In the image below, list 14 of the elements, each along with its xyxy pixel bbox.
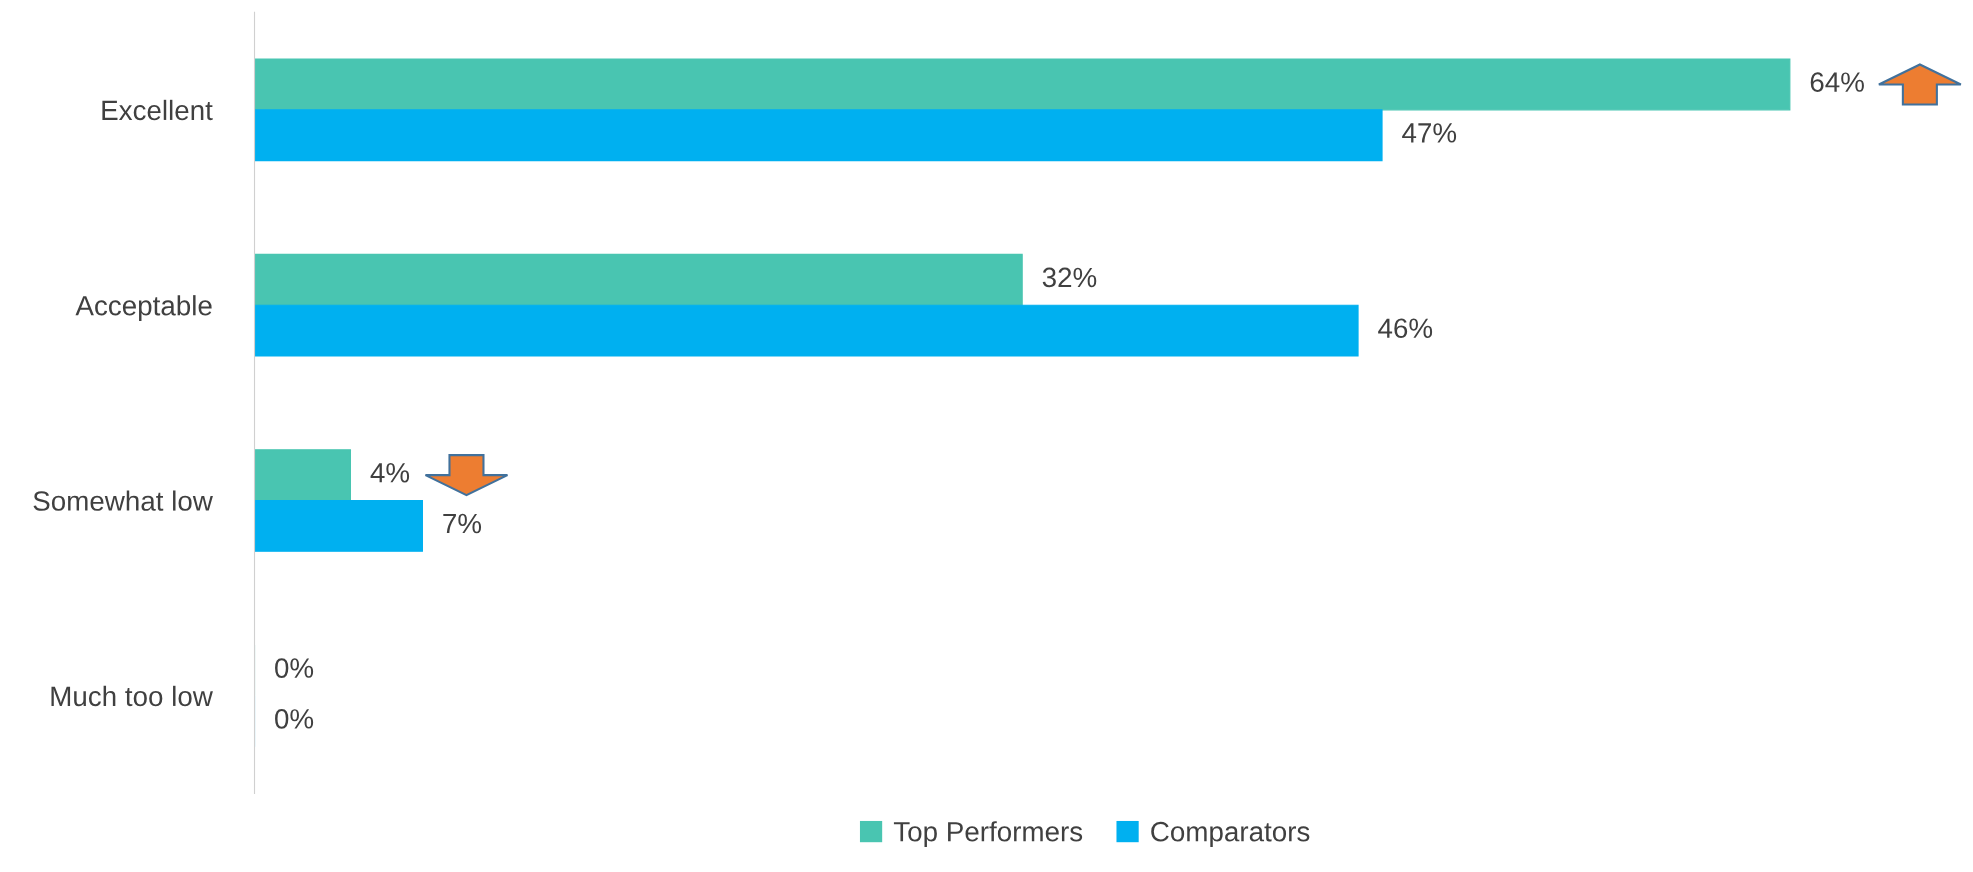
- legend-label: Comparators: [1151, 821, 1310, 847]
- y-tick-label: Excellent: [102, 99, 213, 121]
- data-label: 7%: [443, 513, 482, 534]
- data-label: 0%: [275, 658, 314, 678]
- y-tick-label: Acceptable: [75, 295, 212, 322]
- data-label: 46%: [1378, 318, 1433, 339]
- data-label: 47%: [1402, 123, 1457, 143]
- legend-label: Top Performers: [893, 821, 1083, 847]
- y-tick-label: Somewhat low: [33, 490, 213, 511]
- data-label: 4%: [370, 463, 410, 483]
- data-label: 32%: [1042, 267, 1097, 288]
- data-label: 64%: [1810, 72, 1864, 92]
- data-label: 0%: [275, 709, 314, 729]
- y-tick-label: Much too low: [51, 685, 213, 707]
